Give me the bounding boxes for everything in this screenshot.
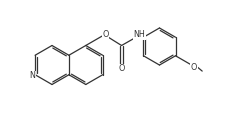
Text: O: O: [191, 63, 197, 72]
Text: O: O: [118, 64, 125, 73]
Text: NH: NH: [133, 30, 145, 39]
Text: N: N: [30, 71, 36, 80]
Text: O: O: [103, 30, 109, 39]
